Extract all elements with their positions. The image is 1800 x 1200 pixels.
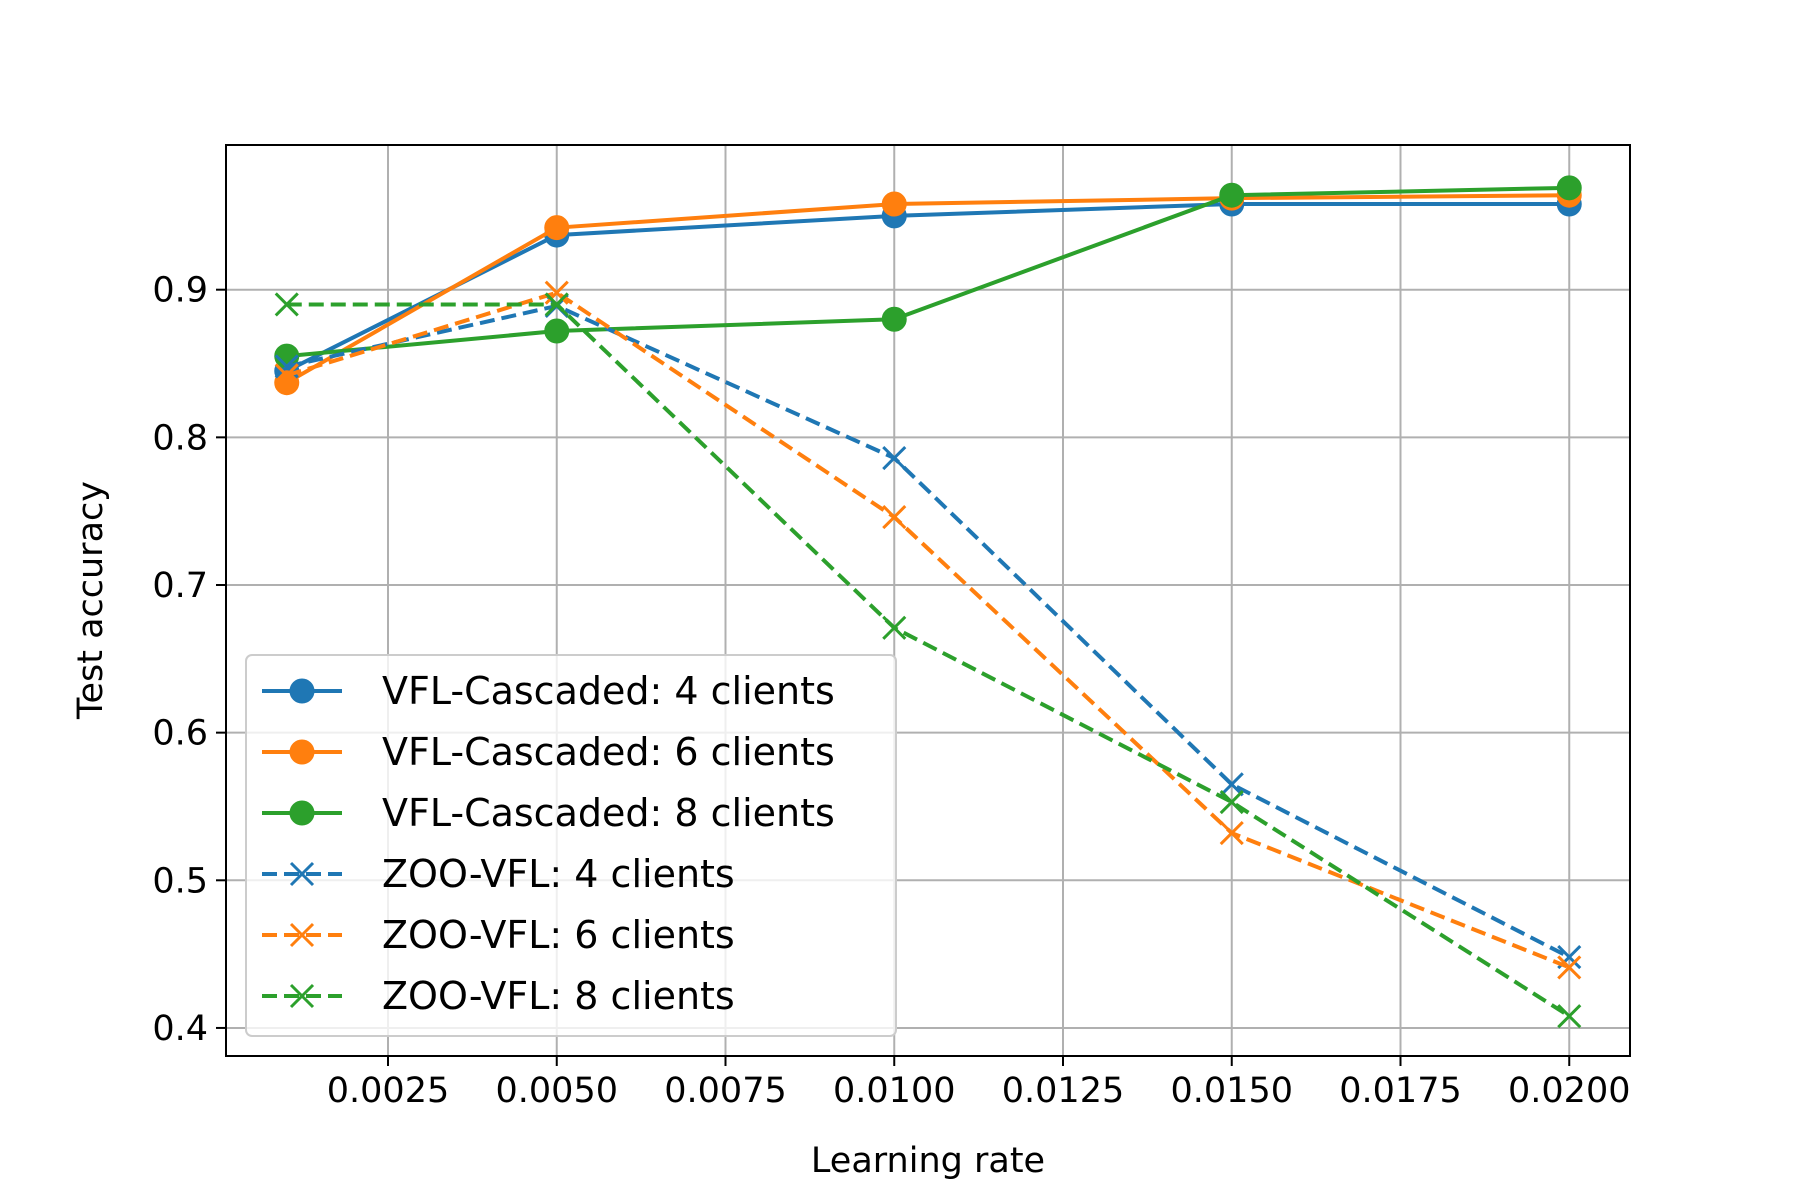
data-point-x	[1557, 1004, 1582, 1029]
data-point-x	[1219, 789, 1244, 815]
legend-label: ZOO-VFL: 6 clients	[382, 913, 735, 957]
x-marker-stroke	[274, 354, 299, 379]
x-tick-label: 0.0025	[327, 1071, 449, 1111]
y-tick-label: 0.8	[152, 418, 208, 458]
x-tick-label: 0.0125	[1002, 1071, 1124, 1111]
legend-box	[245, 654, 897, 1037]
data-point-x	[274, 292, 299, 317]
y-tick-label: 0.5	[152, 861, 208, 901]
data-point-x	[1557, 955, 1582, 980]
series-5	[274, 280, 1582, 980]
axis-ticks: 0.0025 0.0050 0.0075 0.0100 0.0125 0.0150 0.01…	[152, 271, 1630, 1111]
x-tick-label: 0.0175	[1339, 1071, 1461, 1111]
x-tick-label: 0.0050	[496, 1071, 618, 1111]
y-tick-label: 0.7	[152, 566, 208, 606]
data-point-circle	[544, 215, 570, 241]
series-3	[274, 175, 1582, 369]
series-1	[274, 191, 1582, 384]
legend-entry: VFL-Cascaded: 8 clients	[262, 791, 835, 835]
data-point-circle	[544, 318, 570, 344]
data-point-x	[544, 280, 569, 305]
legend-entry: ZOO-VFL: 8 clients	[262, 974, 735, 1018]
x-tick-label: 0.0100	[833, 1071, 955, 1111]
y-tick-label: 0.9	[152, 271, 208, 311]
legend-entry: ZOO-VFL: 6 clients	[262, 913, 735, 957]
data-point-x	[882, 445, 907, 471]
y-tick-label: 0.6	[152, 714, 208, 754]
data-point-circle	[1219, 182, 1245, 208]
plot-frame	[225, 144, 1631, 1057]
x-marker-stroke	[1219, 820, 1244, 846]
legend-label: VFL-Cascaded: 8 clients	[382, 791, 835, 835]
x-marker-stroke	[1557, 955, 1582, 980]
x-tick-label: 0.0150	[1171, 1071, 1293, 1111]
x-marker-stroke	[544, 280, 569, 305]
legend-marker-x	[289, 983, 315, 1009]
legend-entry: VFL-Cascaded: 6 clients	[262, 730, 835, 774]
x-marker-stroke	[1557, 1004, 1582, 1029]
data-point-x	[274, 363, 299, 388]
legend-marker-circle	[289, 678, 315, 704]
x-marker-stroke	[289, 922, 315, 948]
y-tick-label: 0.4	[152, 1009, 208, 1049]
x-marker-stroke	[289, 983, 315, 1009]
legend-marker-circle	[289, 800, 315, 826]
legend-label: ZOO-VFL: 4 clients	[382, 852, 735, 896]
x-marker-stroke	[274, 363, 299, 388]
data-point-circle	[881, 191, 907, 217]
data-point-x	[1219, 820, 1244, 846]
data-point-x	[1219, 772, 1244, 797]
x-marker-stroke	[1219, 789, 1244, 815]
data-point-circle	[1556, 175, 1582, 201]
x-marker-stroke	[274, 292, 299, 317]
legend-label: VFL-Cascaded: 6 clients	[382, 730, 835, 774]
plot-series	[274, 175, 1582, 1029]
series-6	[274, 292, 1582, 1029]
x-tick-label: 0.0200	[1508, 1071, 1630, 1111]
legend-marker-circle	[289, 739, 315, 765]
data-point-x	[544, 292, 569, 317]
x-tick-label: 0.0075	[664, 1071, 786, 1111]
data-point-circle	[881, 306, 907, 332]
legend-label: ZOO-VFL: 8 clients	[382, 974, 735, 1018]
data-point-x	[882, 615, 907, 640]
series-line	[285, 202, 1570, 373]
y-axis-label: Test accuracy	[71, 481, 111, 720]
data-point-circle	[274, 370, 300, 396]
legend-label: VFL-Cascaded: 4 clients	[382, 669, 835, 713]
legend-entry: VFL-Cascaded: 4 clients	[262, 669, 835, 713]
x-marker-stroke	[882, 505, 907, 530]
x-marker-stroke	[882, 445, 907, 471]
x-marker-stroke	[1219, 772, 1244, 797]
x-marker-stroke	[544, 292, 569, 317]
legend-entry: ZOO-VFL: 4 clients	[262, 852, 735, 896]
x-marker-stroke	[289, 861, 315, 887]
x-axis-label: Learning rate	[811, 1141, 1045, 1181]
legend-marker-x	[289, 922, 315, 948]
x-marker-stroke	[882, 615, 907, 640]
legend-marker-x	[289, 861, 315, 887]
series-4	[274, 293, 1582, 970]
data-point-x	[882, 505, 907, 530]
legend: VFL-Cascaded: 4 clients VFL-Cascaded: 6 c…	[245, 654, 897, 1037]
